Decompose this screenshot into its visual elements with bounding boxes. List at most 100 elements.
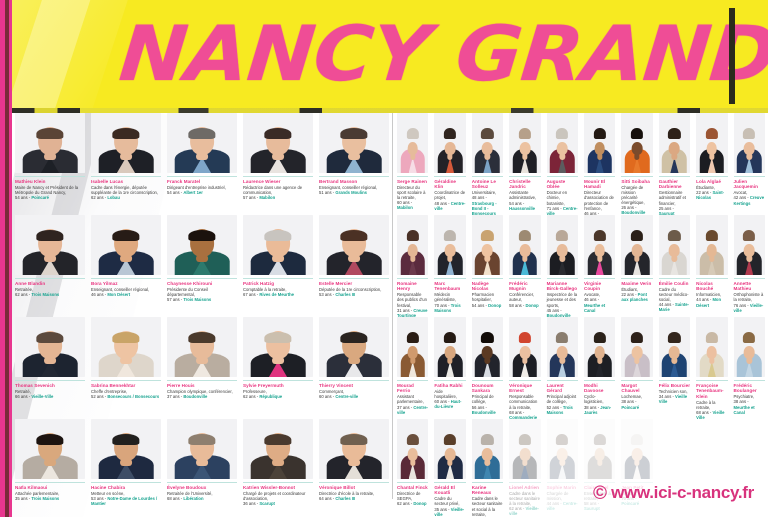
portrait-hair-icon bbox=[36, 332, 64, 344]
person-age: 51 ans bbox=[319, 190, 332, 195]
person-caption: Françoise Tenenbaum-Klein Cadre à la retr… bbox=[696, 377, 728, 420]
person-age-location: 62 ans - Vieille-ville bbox=[509, 506, 539, 517]
person-card[interactable]: Nicolas Bouché Informaticien, 44 ans - Mon… bbox=[693, 215, 730, 308]
person-card[interactable]: Sylvie Freyermuth Professeure, 62 ans - Ré… bbox=[240, 317, 316, 399]
person-card[interactable]: Christelle Jandric Assistante administrat… bbox=[506, 113, 543, 211]
person-card[interactable]: Lionel Adrien Cadre dans le secteur sanit… bbox=[506, 419, 543, 516]
portrait-shirt-icon bbox=[595, 361, 604, 377]
person-card[interactable]: Mounir El Hamadi Directeur d'association … bbox=[581, 113, 618, 226]
person-card[interactable]: Marianne Birck-Gallego Inspectrice de la … bbox=[544, 215, 581, 318]
person-card[interactable]: Marc Tenenbaum Médecin généraliste, 70 ans… bbox=[431, 215, 468, 313]
person-card[interactable]: Évelyne Boudoux Retraitée de l'Université… bbox=[164, 419, 240, 501]
person-card[interactable]: Véronique Ernest Responsable communicatio… bbox=[506, 317, 543, 420]
caption-rule bbox=[434, 176, 466, 177]
person-location: Poincaré bbox=[31, 195, 50, 201]
portrait-neck-icon bbox=[120, 356, 132, 364]
portrait-head-icon bbox=[482, 244, 493, 257]
person-card[interactable]: Thierry Vincent Commerçant, 60 ans - Centr… bbox=[316, 317, 392, 399]
caption-rule bbox=[434, 482, 466, 483]
caption-rule bbox=[658, 176, 691, 177]
caption-rule bbox=[471, 380, 504, 381]
person-card[interactable]: Naïla Kilmaoui Attachée parlementaire, 35 … bbox=[12, 419, 88, 501]
person-card[interactable]: Karine Reneaux Cadre dans le secteur sani… bbox=[469, 419, 506, 517]
person-card[interactable]: Mathieu Klein Maire de Nancy et Président… bbox=[12, 113, 88, 200]
person-caption: Isabelle Lucas Cadre dans l'énergie, dépu… bbox=[91, 173, 161, 200]
person-role: Responsable communication à la retraite, bbox=[509, 394, 538, 410]
person-role: Champion olympique, conférencier, bbox=[167, 388, 233, 394]
person-location: Saurupt bbox=[658, 210, 675, 216]
person-card[interactable]: Franck Maratel Dirigeant d'entreprise ind… bbox=[164, 113, 240, 195]
person-card[interactable]: Jean Petit Retraité, 70 ans - Poincaré bbox=[618, 419, 655, 506]
person-card[interactable]: Patrick Hatzig Comptable à la retraite, 67… bbox=[240, 215, 316, 297]
person-name: Chaynesse Khirouni bbox=[167, 281, 213, 286]
person-card[interactable]: Véronique Billot Directrice d'école à la … bbox=[316, 419, 392, 501]
person-caption: Franck Maratel Dirigeant d'entreprise ind… bbox=[167, 173, 237, 195]
person-card[interactable]: Claire Noel Enseignante à la retraite, 58 … bbox=[581, 419, 618, 511]
person-card[interactable]: Chaynesse Khirouni Présidente du Conseil … bbox=[164, 215, 240, 302]
person-card[interactable]: Laurence Wieser Rédactrice dans une agenc… bbox=[240, 113, 316, 200]
person-card[interactable]: Fatiha Rabhi Aide hospitalière, 60 ans - H… bbox=[431, 317, 468, 409]
person-card[interactable]: Nadège Nicolas Pharmacien hospitalier, 54 … bbox=[469, 215, 506, 308]
portrait-head-icon bbox=[556, 346, 568, 359]
person-card[interactable]: Laurent Gérard Principal adjoint de collè… bbox=[544, 317, 581, 415]
person-age: 45 ans bbox=[546, 307, 560, 313]
person-card[interactable]: Isabelle Lucas Cadre dans l'énergie, dépu… bbox=[88, 113, 164, 200]
caption-rule bbox=[319, 482, 389, 483]
portrait-head-icon bbox=[556, 142, 568, 155]
person-card[interactable]: Gérald El Kouatli Cadre du secteur privé,… bbox=[431, 419, 468, 517]
person-age-location: 52 ans - Bonsecours / Bonsecours bbox=[91, 394, 160, 399]
person-card[interactable]: Lola Alglaé Étudiante, 22 ans - Saint-Nico… bbox=[693, 113, 730, 200]
person-card[interactable]: Estelle Mercier Députée de la 1re circons… bbox=[316, 215, 392, 297]
person-card[interactable]: Géraldine Klin Coordinatrice de projet, 48… bbox=[431, 113, 468, 211]
person-name: Marianne Birck-Gallego bbox=[546, 281, 578, 292]
caption-rule bbox=[733, 380, 765, 381]
portrait-head-icon bbox=[444, 142, 456, 155]
person-age-location: 31 ans - Creuve Tourtinge bbox=[397, 307, 428, 318]
person-card[interactable]: Pierre Houis Champion olympique, conféren… bbox=[164, 317, 240, 399]
person-age: 52 ans bbox=[546, 404, 560, 410]
person-card[interactable]: Mourad Ferrio Assistant parlementaire, 37 … bbox=[394, 317, 431, 415]
person-age-location: 62 ans - Trois Maisons bbox=[15, 292, 60, 297]
person-caption: Romaine Henry Responsable des publics d'u… bbox=[397, 275, 429, 318]
person-card[interactable]: Annette Mathieu Orthophoniste à la retrai… bbox=[731, 215, 768, 313]
portrait-hair-icon bbox=[705, 332, 718, 344]
person-card[interactable]: Émilie Coulin Cadre du secteur médico-soc… bbox=[656, 215, 693, 312]
portrait-shirt-icon bbox=[745, 259, 754, 275]
person-card[interactable]: Maxime Verin Étudiant, 22 ans - Pont aux p… bbox=[618, 215, 655, 302]
person-location: Meurthe et Canal bbox=[583, 302, 606, 313]
person-card[interactable]: Margot Chauvel Lochemae, 38 ans - Poincaré bbox=[618, 317, 655, 410]
person-card[interactable]: Frédéric Boulanger Psychiatre, 38 ans - Me… bbox=[731, 317, 768, 415]
person-card[interactable]: Virginie Coupin Avocate, 46 ans - Meurthe … bbox=[581, 215, 618, 313]
person-role: Cadre à la retraite, bbox=[696, 399, 716, 410]
person-card[interactable]: Julien Jacquemin Avocat, 42 ans - Creuve K… bbox=[731, 113, 768, 206]
person-card[interactable]: Romaine Henry Responsable des publics d'u… bbox=[394, 215, 431, 318]
person-card[interactable]: Katrien Wissler-Bonnot Chargé de projets … bbox=[240, 419, 316, 506]
person-card[interactable]: Anne Blandin Retraitée, 62 ans - Trois Mai… bbox=[12, 215, 88, 297]
person-card[interactable]: Sabrina Bennekhtar Cheffe d'entreprise, 52… bbox=[88, 317, 164, 399]
person-card[interactable]: Françoise Tenenbaum-Klein Cadre à la retr… bbox=[693, 317, 730, 420]
person-card[interactable]: Chantal Finck Directrice de SEGPA, 62 ans … bbox=[394, 419, 431, 506]
person-age: 68 ans bbox=[167, 496, 180, 501]
person-card[interactable]: Bertrand Masson Enseignant, conseiller ré… bbox=[316, 113, 392, 195]
portrait-photo bbox=[658, 113, 691, 173]
person-age: 26 ans bbox=[621, 205, 634, 211]
person-age: 58 ans bbox=[583, 501, 597, 507]
person-card[interactable]: Dounoum Sankara Principal de collège, 56 a… bbox=[469, 317, 506, 415]
person-card[interactable]: Bora Yilmaz Enseignant, conseiller région… bbox=[88, 215, 164, 297]
person-card[interactable]: Sophie Marin Chargée de mission, 44 ans - … bbox=[544, 419, 581, 511]
person-card[interactable]: Auguste Oblée Docteur en chimie, botanist… bbox=[544, 113, 581, 216]
person-card[interactable]: Thomas Sevenich Retraité, 66 ans - Vieille… bbox=[12, 317, 88, 399]
person-location: Rives de Meurthe bbox=[259, 292, 294, 297]
caption-rule bbox=[583, 176, 616, 177]
person-card[interactable]: Antoine Le Solleuz Universitaire, 48 ans -… bbox=[469, 113, 506, 216]
person-card[interactable]: Hacine Chabira Metteur en scène, 53 ans - … bbox=[88, 419, 164, 506]
person-card[interactable]: Serge Rainen Directeur du sport scolaire … bbox=[394, 113, 431, 210]
person-card[interactable]: Frédéric Mugnin Conférencier, auteur, 58 a… bbox=[506, 215, 543, 308]
website-url[interactable]: © www.ici-c-nancy.fr bbox=[593, 483, 754, 505]
person-age: 62 ans bbox=[509, 506, 522, 512]
person-card[interactable]: Sitti Soibaha Chargée de mission précarit… bbox=[618, 113, 655, 215]
person-card[interactable]: Félix Bourcier Technicien son, 34 ans - Vi… bbox=[656, 317, 693, 404]
person-card[interactable]: Modhi Davoose Cyclo-logisticien, 38 ans - … bbox=[581, 317, 618, 415]
person-card[interactable]: Gauthier Darbienne Gestionnaire administr… bbox=[656, 113, 693, 216]
portrait-photo bbox=[546, 317, 578, 377]
